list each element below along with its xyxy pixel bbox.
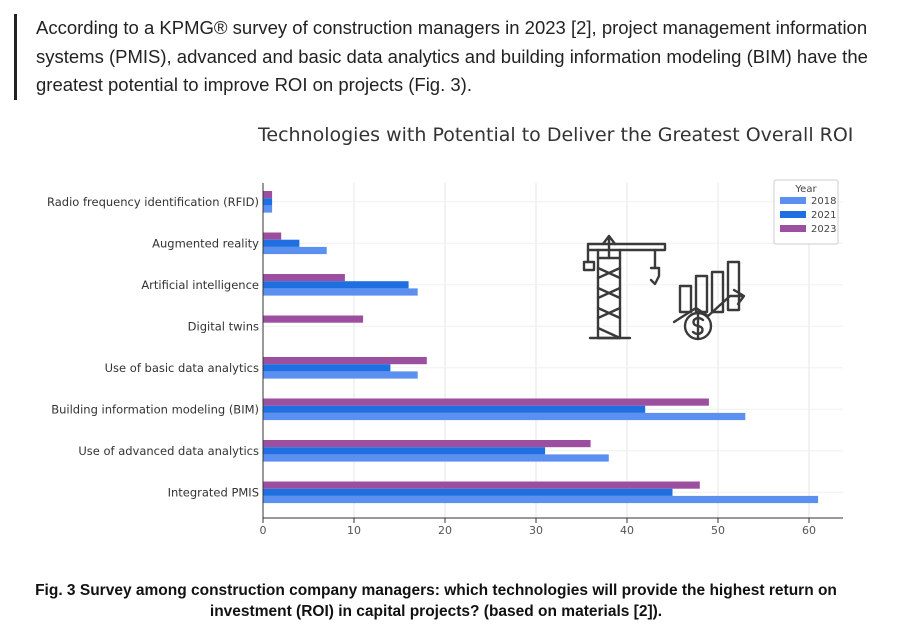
x-tick-label: 40: [620, 524, 634, 537]
bar-2023: [263, 274, 345, 282]
legend-swatch-2018: [780, 197, 806, 204]
x-tick-label: 10: [347, 524, 361, 537]
legend-swatch-2023: [780, 225, 806, 232]
bar-2021: [263, 447, 546, 455]
intro-quote: According to a KPMG® survey of construct…: [14, 14, 886, 100]
x-tick-label: 50: [711, 524, 725, 537]
chart-legend: Year 2018 2021 2023: [773, 179, 839, 245]
bar-2018: [263, 205, 273, 213]
category-label: Digital twins: [188, 319, 259, 333]
x-tick-label: 30: [529, 524, 543, 537]
bar-2023: [263, 315, 364, 323]
category-label: Use of advanced data analytics: [78, 444, 259, 458]
bar-chart: Radio frequency identification (RFID) Aug…: [47, 179, 843, 537]
category-label: Augmented reality: [152, 236, 259, 250]
intro-text: According to a KPMG® survey of construct…: [36, 17, 868, 95]
construction-crane-icon: [582, 234, 667, 340]
bar-2023: [263, 191, 273, 199]
chart-bars: [263, 191, 819, 504]
growth-chart-dollar-icon: [672, 260, 746, 341]
x-tick-label: 0: [260, 524, 267, 537]
bar-2023: [263, 357, 427, 365]
chart-title: Technologies with Potential to Deliver t…: [258, 124, 854, 146]
bar-2018: [263, 495, 819, 504]
category-label: Building information modeling (BIM): [51, 402, 259, 416]
bar-2018: [263, 412, 746, 421]
bar-2018: [263, 246, 327, 255]
category-label: Radio frequency identification (RFID): [47, 195, 259, 209]
bar-2021: [263, 239, 300, 247]
legend-label-2018: 2018: [811, 196, 836, 207]
x-axis: 0 10 20 30 40 50 60: [260, 183, 843, 537]
category-label: Use of basic data analytics: [105, 361, 259, 375]
bar-2021: [263, 198, 273, 206]
bar-2023: [263, 398, 709, 406]
bar-2021: [263, 281, 409, 289]
bar-2018: [263, 371, 418, 379]
chart-grid: [262, 183, 843, 518]
bar-2023: [263, 232, 282, 240]
bar-2023: [263, 440, 591, 448]
legend-label-2021: 2021: [811, 210, 836, 221]
bar-2018: [263, 454, 609, 462]
x-tick-label: 20: [438, 524, 452, 537]
bar-2018: [263, 288, 418, 296]
category-label: Artificial intelligence: [141, 278, 259, 292]
figure-caption: Fig. 3 Survey among construction company…: [35, 582, 837, 620]
bar-2021: [263, 364, 391, 372]
legend-items: 2018 2021 2023: [780, 196, 836, 235]
legend-label-2023: 2023: [811, 224, 836, 235]
x-tick-label: 60: [802, 524, 816, 537]
legend-swatch-2021: [780, 211, 806, 218]
category-labels: Radio frequency identification (RFID) Aug…: [47, 195, 259, 499]
bar-2023: [263, 481, 700, 489]
legend-title: Year: [794, 184, 817, 195]
bar-2021: [263, 488, 673, 496]
bar-2021: [263, 405, 646, 413]
category-label: Integrated PMIS: [168, 485, 259, 499]
